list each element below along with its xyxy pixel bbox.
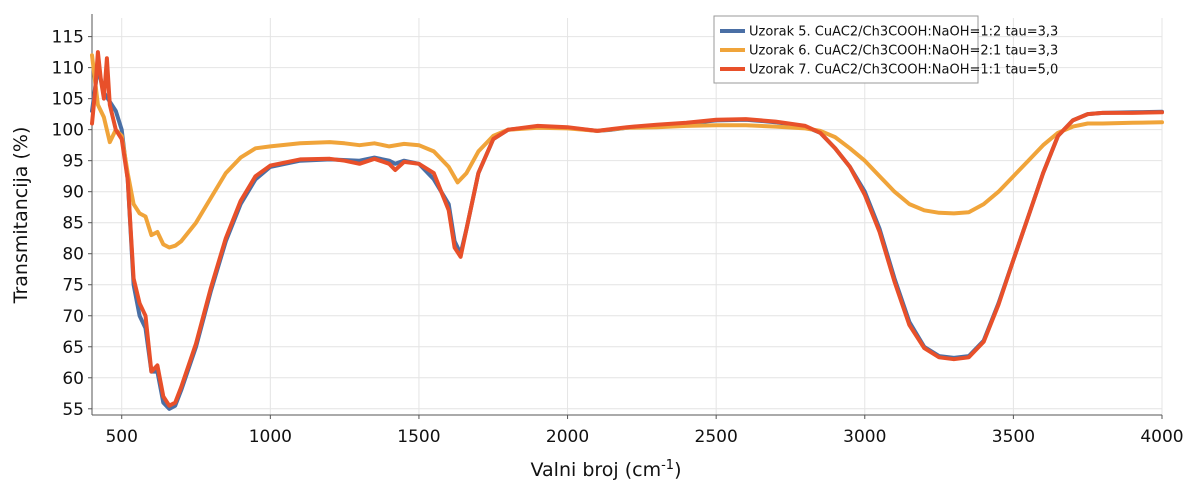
series-lines bbox=[90, 50, 1164, 411]
y-tick-label: 65 bbox=[62, 338, 84, 358]
series-line-0 bbox=[90, 65, 1164, 411]
legend-box bbox=[713, 15, 979, 84]
legend-label-0: Uzorak 5. CuAC2/Ch3COOH:NaOH=1:2 tau=3,3 bbox=[749, 25, 1058, 40]
y-tick-label: 70 bbox=[62, 307, 84, 327]
x-tick-label: 2000 bbox=[546, 427, 589, 447]
y-tick-label: 90 bbox=[62, 183, 84, 203]
legend-label-2: Uzorak 7. CuAC2/Ch3COOH:NaOH=1:1 tau=5,0 bbox=[749, 63, 1058, 78]
series-line-1 bbox=[90, 53, 1164, 250]
x-tick-label: 1500 bbox=[397, 427, 440, 447]
y-tick-label: 75 bbox=[62, 276, 84, 296]
axes bbox=[88, 14, 1163, 419]
series-line-2 bbox=[90, 50, 1164, 408]
y-axis-title: Transmitancija (%) bbox=[10, 127, 32, 305]
y-tick-label: 85 bbox=[62, 214, 84, 234]
x-tick-label: 500 bbox=[105, 427, 137, 447]
y-tick-label: 115 bbox=[52, 28, 84, 48]
grid bbox=[92, 18, 1163, 415]
x-tick-label: 1000 bbox=[249, 427, 292, 447]
y-tick-label: 80 bbox=[62, 245, 84, 265]
x-tick-label: 4000 bbox=[1140, 427, 1183, 447]
x-tick-label: 3000 bbox=[843, 427, 886, 447]
y-tick-label: 110 bbox=[52, 59, 84, 79]
tick-labels: 55 60 65 70 75 80 85 90 95 100 105 110 115 500 1000 150… bbox=[52, 28, 1184, 447]
x-axis-title: Valni broj (cm-1) bbox=[531, 458, 682, 481]
y-tick-label: 105 bbox=[52, 90, 84, 110]
legend-label-1: Uzorak 6. CuAC2/Ch3COOH:NaOH=2:1 tau=3,3 bbox=[749, 44, 1058, 59]
legend: Uzorak 5. CuAC2/Ch3COOH:NaOH=1:2 tau=3,3… bbox=[713, 15, 1058, 84]
y-tick-label: 60 bbox=[62, 369, 84, 389]
y-tick-label: 95 bbox=[62, 152, 84, 172]
x-tick-label: 2500 bbox=[695, 427, 738, 447]
y-tick-label: 55 bbox=[62, 400, 84, 420]
x-tick-label: 3500 bbox=[992, 427, 1035, 447]
x-axis-title-superscript: -1 bbox=[661, 458, 674, 473]
y-tick-label: 100 bbox=[52, 121, 84, 141]
